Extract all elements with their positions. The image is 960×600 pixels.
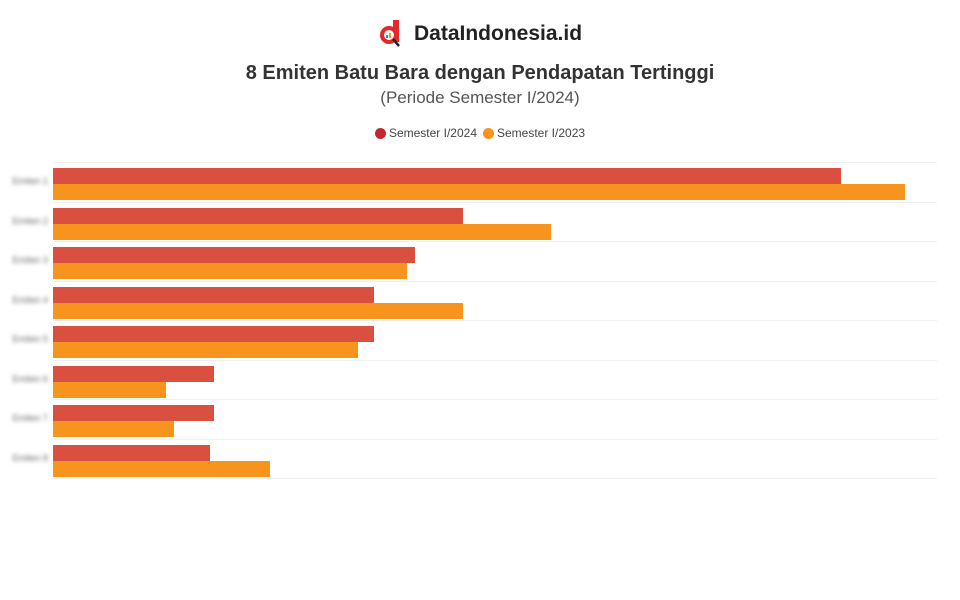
bar-group xyxy=(53,360,937,400)
legend: Semester I/2024 Semester I/2023 xyxy=(0,126,960,140)
legend-dot-icon xyxy=(483,127,494,139)
bar-2024[interactable] xyxy=(53,365,214,382)
gridline xyxy=(53,478,937,479)
bar-2023[interactable] xyxy=(53,460,270,477)
bar-group xyxy=(53,281,937,321)
category-label: Emiten 6 xyxy=(12,373,48,384)
gridline xyxy=(53,438,937,440)
gridline xyxy=(53,280,937,282)
logo-icon xyxy=(378,20,404,48)
category-label: Emiten 8 xyxy=(12,452,48,463)
chart-title: 8 Emiten Batu Bara dengan Pendapatan Ter… xyxy=(245,62,715,84)
category-label: Emiten 7 xyxy=(12,413,48,423)
gridline xyxy=(53,162,937,163)
bar-2024[interactable] xyxy=(53,247,415,263)
bar-2024[interactable] xyxy=(53,405,214,421)
brand-logo: DataIndonesia.id xyxy=(0,20,960,48)
gridline xyxy=(53,399,937,400)
legend-item-2024[interactable]: Semester I/2024 xyxy=(374,126,477,140)
x-axis xyxy=(0,488,960,502)
bar-2023[interactable] xyxy=(53,184,905,200)
bar-2023[interactable] xyxy=(53,381,166,398)
brand-name: DataIndonesia.id xyxy=(413,22,583,45)
legend-dot-icon xyxy=(374,127,386,139)
bar-group xyxy=(53,320,937,360)
bar-group xyxy=(53,202,937,242)
category-label: Emiten 3 xyxy=(12,255,48,265)
bar-2023[interactable] xyxy=(53,263,407,279)
gridline xyxy=(53,201,937,203)
bar-2024[interactable] xyxy=(53,444,210,461)
bar-2023[interactable] xyxy=(53,342,359,358)
bar-group xyxy=(53,439,937,479)
bar-2023[interactable] xyxy=(53,421,174,437)
gridline xyxy=(53,320,937,321)
legend-label: Semester I/2023 xyxy=(497,126,586,140)
bar-2024[interactable] xyxy=(53,207,463,224)
gridline xyxy=(53,359,937,361)
category-label: Emiten 5 xyxy=(12,334,48,344)
bar-group xyxy=(53,241,937,281)
bar-group xyxy=(53,399,937,439)
bar-2023[interactable] xyxy=(53,223,552,240)
category-label: Emiten 1 xyxy=(12,176,48,186)
legend-label: Semester I/2024 xyxy=(388,126,477,140)
bar-2024[interactable] xyxy=(53,326,375,342)
bar-2023[interactable] xyxy=(53,302,463,319)
category-label: Emiten 4 xyxy=(12,294,48,305)
bar-group xyxy=(53,162,937,202)
chart-subtitle: (Periode Semester I/2024) xyxy=(380,88,580,107)
bar-2024[interactable] xyxy=(53,286,375,303)
category-label: Emiten 2 xyxy=(12,215,48,226)
bar-2024[interactable] xyxy=(53,168,841,184)
legend-item-2023[interactable]: Semester I/2023 xyxy=(483,126,585,140)
plot-area xyxy=(53,160,937,480)
gridline xyxy=(53,241,937,242)
